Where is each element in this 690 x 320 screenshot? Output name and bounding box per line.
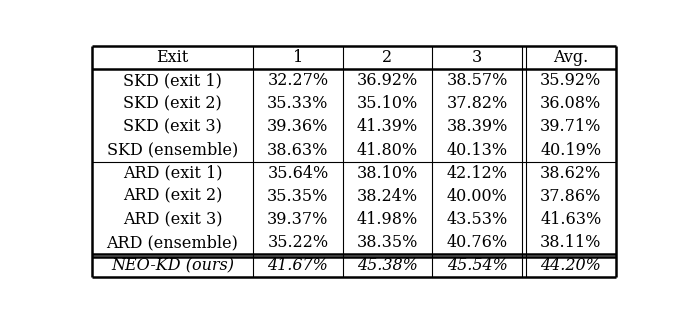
Text: 38.62%: 38.62%	[540, 165, 602, 182]
Text: 43.53%: 43.53%	[446, 211, 508, 228]
Text: 39.36%: 39.36%	[267, 118, 328, 135]
Text: ARD (exit 2): ARD (exit 2)	[123, 188, 222, 205]
Text: 45.38%: 45.38%	[357, 257, 418, 274]
Text: 39.37%: 39.37%	[267, 211, 328, 228]
Text: 35.35%: 35.35%	[267, 188, 328, 205]
Text: 41.80%: 41.80%	[357, 141, 418, 158]
Text: 40.76%: 40.76%	[446, 234, 508, 251]
Text: 37.86%: 37.86%	[540, 188, 602, 205]
Text: 38.24%: 38.24%	[357, 188, 418, 205]
Text: 44.20%: 44.20%	[540, 257, 601, 274]
Text: 35.92%: 35.92%	[540, 72, 602, 89]
Text: 38.35%: 38.35%	[357, 234, 418, 251]
Text: SKD (exit 1): SKD (exit 1)	[123, 72, 221, 89]
Text: Exit: Exit	[156, 49, 188, 66]
Text: 1: 1	[293, 49, 303, 66]
Text: 40.00%: 40.00%	[446, 188, 507, 205]
Text: NEO-KD (ours): NEO-KD (ours)	[111, 257, 234, 274]
Text: Avg.: Avg.	[553, 49, 589, 66]
Text: 45.54%: 45.54%	[446, 257, 507, 274]
Text: 3: 3	[472, 49, 482, 66]
Text: SKD (exit 3): SKD (exit 3)	[123, 118, 221, 135]
Text: 35.10%: 35.10%	[357, 95, 418, 112]
Text: 41.63%: 41.63%	[540, 211, 602, 228]
Text: 36.08%: 36.08%	[540, 95, 602, 112]
Text: ARD (ensemble): ARD (ensemble)	[106, 234, 238, 251]
Text: 37.82%: 37.82%	[446, 95, 508, 112]
Text: 38.39%: 38.39%	[446, 118, 508, 135]
Text: 38.63%: 38.63%	[267, 141, 328, 158]
Text: 41.98%: 41.98%	[357, 211, 418, 228]
Text: 2: 2	[382, 49, 393, 66]
Text: SKD (exit 2): SKD (exit 2)	[123, 95, 221, 112]
Text: SKD (ensemble): SKD (ensemble)	[107, 141, 238, 158]
Text: 41.39%: 41.39%	[357, 118, 418, 135]
Text: 38.10%: 38.10%	[357, 165, 418, 182]
Text: 36.92%: 36.92%	[357, 72, 418, 89]
Text: 38.11%: 38.11%	[540, 234, 602, 251]
Text: ARD (exit 1): ARD (exit 1)	[123, 165, 222, 182]
Text: 35.22%: 35.22%	[267, 234, 328, 251]
Text: ARD (exit 3): ARD (exit 3)	[123, 211, 222, 228]
Text: 38.57%: 38.57%	[446, 72, 508, 89]
Text: 35.33%: 35.33%	[267, 95, 328, 112]
Text: 42.12%: 42.12%	[446, 165, 508, 182]
Text: 39.71%: 39.71%	[540, 118, 602, 135]
Text: 40.19%: 40.19%	[540, 141, 602, 158]
Text: 32.27%: 32.27%	[267, 72, 328, 89]
Text: 41.67%: 41.67%	[268, 257, 328, 274]
Text: 40.13%: 40.13%	[446, 141, 508, 158]
Text: 35.64%: 35.64%	[267, 165, 328, 182]
